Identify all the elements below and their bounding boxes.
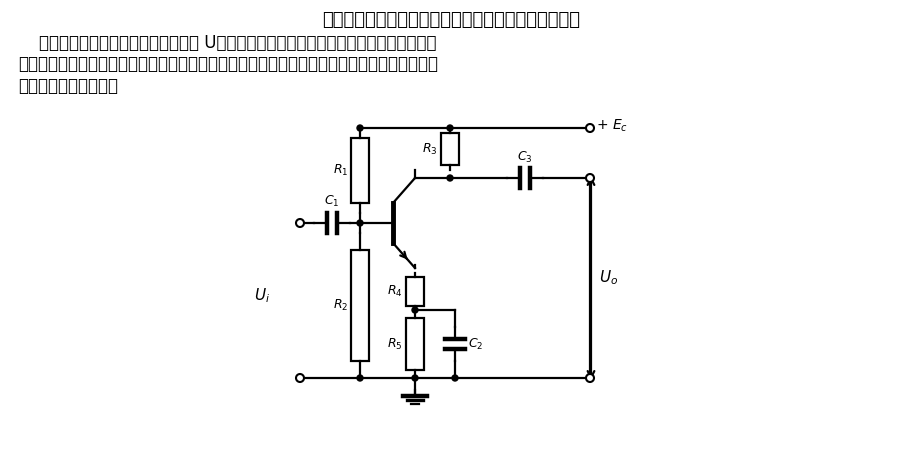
Text: $R_3$: $R_3$: [422, 142, 438, 157]
Circle shape: [586, 124, 594, 132]
Circle shape: [357, 375, 363, 381]
Circle shape: [296, 219, 304, 227]
Text: 判断这类反馈电路的方法是；假想把 U。短接等于零，反馈依然存在，所以反馈信号取自: 判断这类反馈电路的方法是；假想把 U。短接等于零，反馈依然存在，所以反馈信号取自: [18, 34, 437, 52]
Text: $R_1$: $R_1$: [333, 163, 348, 178]
Text: 输出电流，是电流反馈；假想把输入信号短接，反馈信号依然存在，所以是串联反馈。合起来，: 输出电流，是电流反馈；假想把输入信号短接，反馈信号依然存在，所以是串联反馈。合起…: [18, 55, 438, 73]
Text: $R_5$: $R_5$: [388, 337, 403, 352]
Bar: [351, 138, 369, 203]
Circle shape: [452, 375, 458, 381]
Bar: [406, 278, 424, 305]
Text: $U_o$: $U_o$: [599, 269, 618, 287]
Circle shape: [447, 125, 453, 131]
Circle shape: [586, 374, 594, 382]
Circle shape: [412, 375, 418, 381]
Text: $U_i$: $U_i$: [254, 286, 270, 305]
Text: $C_2$: $C_2$: [468, 337, 483, 352]
Circle shape: [447, 175, 453, 181]
Text: $R_4$: $R_4$: [387, 284, 403, 299]
Text: $C_1$: $C_1$: [324, 194, 340, 209]
Text: 就是电流串联负反馈。: 就是电流串联负反馈。: [18, 77, 118, 95]
Text: $R_2$: $R_2$: [333, 298, 348, 313]
Bar: [351, 251, 369, 360]
Bar: [406, 318, 424, 370]
Circle shape: [357, 125, 363, 131]
Text: $+\ E_c$: $+\ E_c$: [596, 118, 628, 134]
Text: 它具有输入阻抗高、放大倍数稳定、通频带宽等优点。: 它具有输入阻抗高、放大倍数稳定、通频带宽等优点。: [322, 11, 580, 29]
Circle shape: [357, 220, 363, 226]
Text: $C_3$: $C_3$: [517, 150, 533, 165]
Circle shape: [296, 374, 304, 382]
Circle shape: [412, 307, 418, 313]
Circle shape: [586, 174, 594, 182]
Bar: [441, 133, 459, 165]
